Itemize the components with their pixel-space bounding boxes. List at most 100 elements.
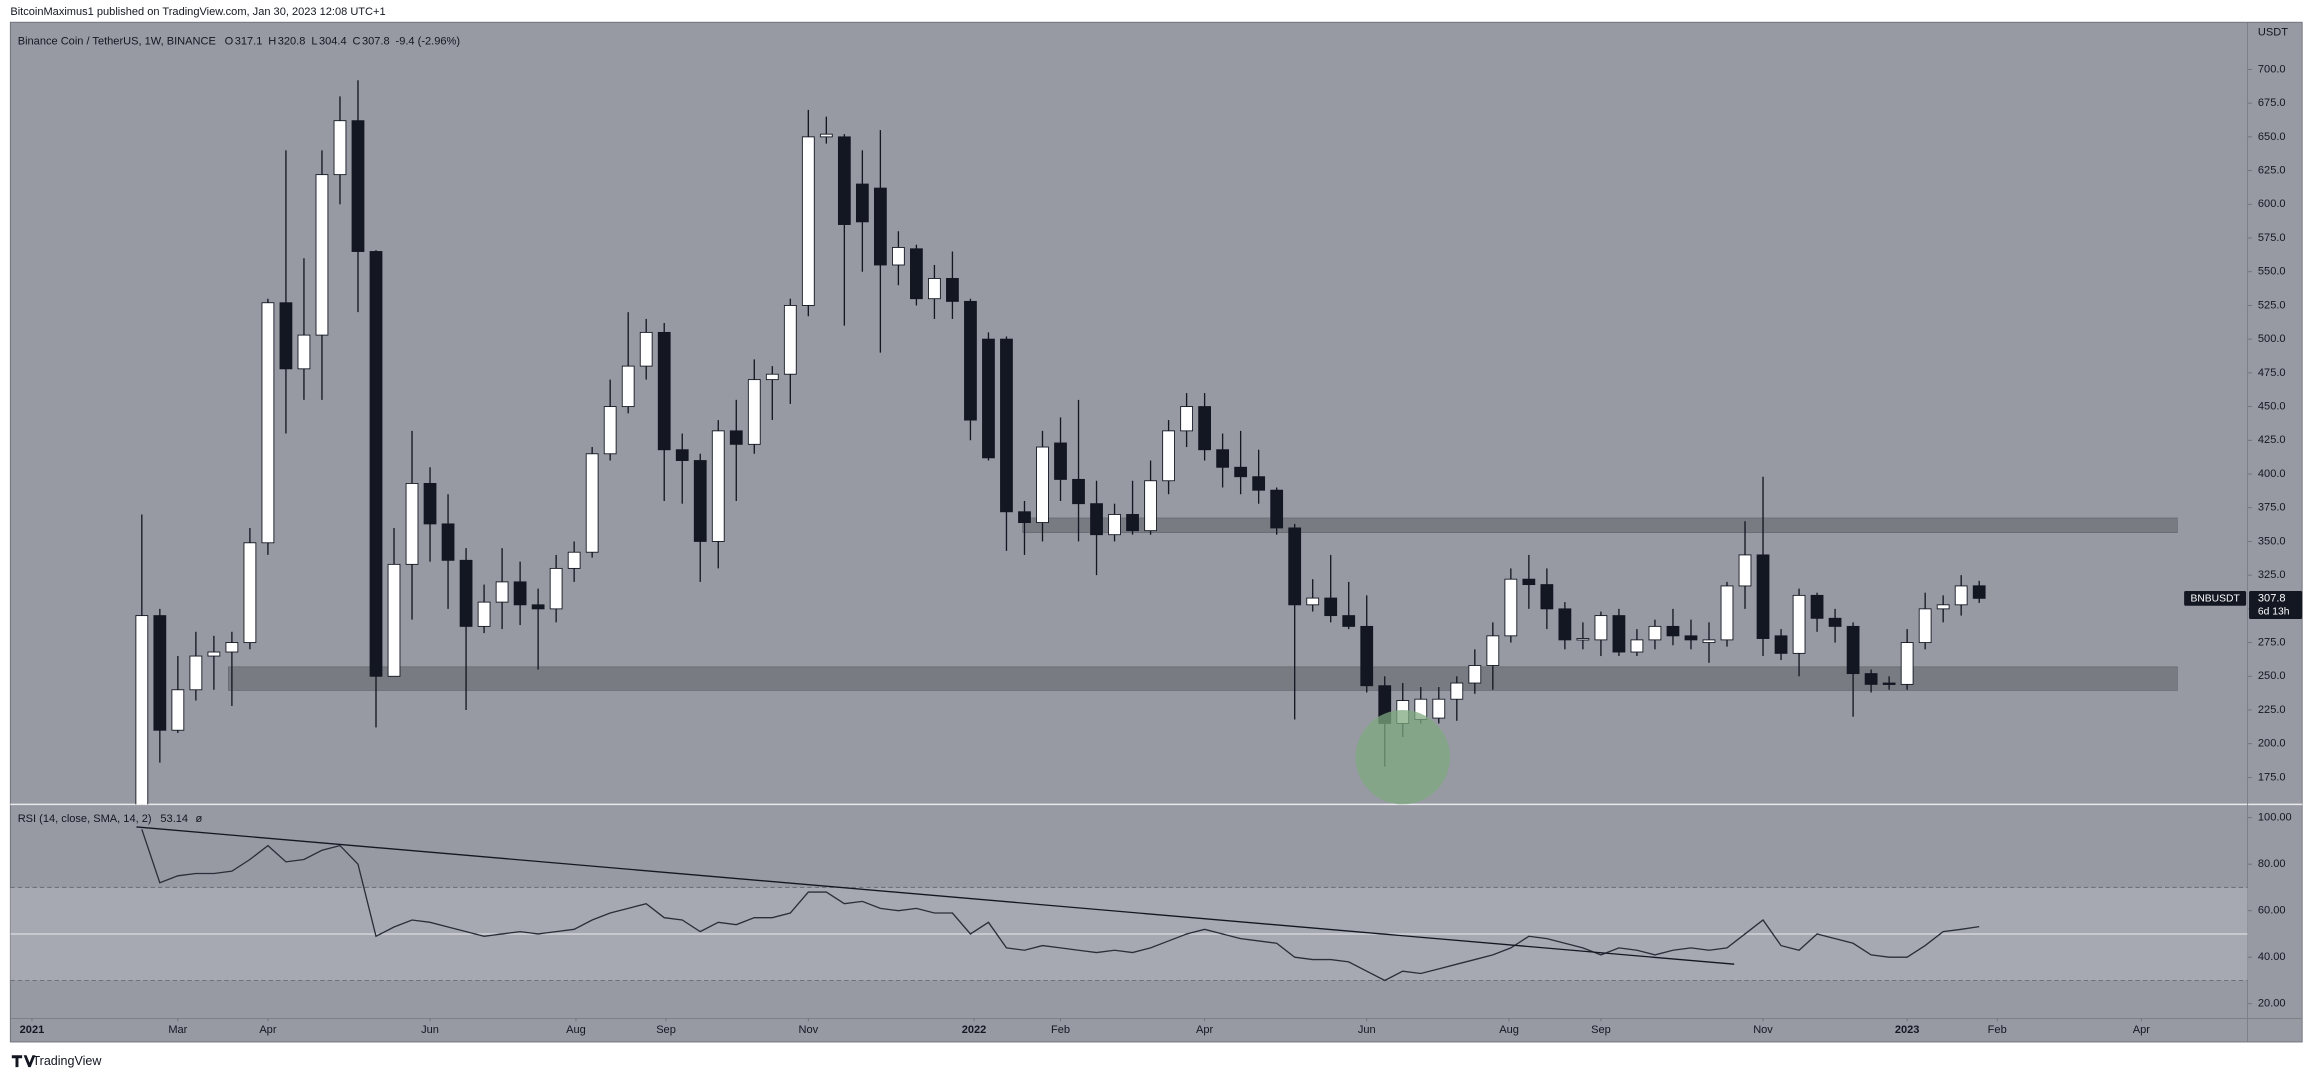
candle-body	[639, 331, 653, 367]
candle-body	[1072, 478, 1085, 505]
y-tick-label: 175.0	[2258, 771, 2286, 783]
candle-body	[621, 365, 635, 408]
candle-body	[1648, 625, 1662, 641]
support-zone	[1022, 517, 2178, 533]
candle-body	[1090, 503, 1103, 536]
candle-body	[1792, 594, 1806, 654]
candle-body	[964, 300, 977, 421]
candle-body	[1756, 554, 1770, 639]
candle-body	[1144, 480, 1157, 532]
symbol-tag	[2184, 590, 2247, 606]
candle-body	[405, 483, 419, 565]
price-legend: Binance Coin / TetherUS, 1W, BINANCE O317…	[18, 35, 460, 47]
candle-body	[1324, 597, 1338, 617]
candle-body	[1270, 489, 1284, 529]
candle-body	[855, 183, 869, 223]
candle-body	[1108, 514, 1121, 536]
y-tick-label: 250.0	[2258, 670, 2286, 682]
y-tick-label: 60.00	[2258, 905, 2286, 917]
candle-body	[567, 551, 581, 569]
logo-mark	[11, 1055, 36, 1068]
candle-body	[315, 174, 329, 336]
rsi-legend: RSI (14, close, SMA, 14, 2) 53.14 ø	[18, 813, 203, 825]
candle-body	[279, 302, 293, 370]
candle-body	[1252, 476, 1266, 491]
candle-body	[243, 542, 257, 644]
legend-key: C	[353, 35, 361, 47]
candle-body	[225, 642, 239, 653]
candle-body	[387, 563, 401, 677]
candle-body	[873, 187, 887, 266]
candle-body	[892, 247, 905, 266]
candle-body	[1342, 615, 1356, 627]
price-pane	[135, 80, 2178, 805]
x-tick-label: Jun	[421, 1024, 439, 1036]
x-tick-label: Apr	[1196, 1024, 1214, 1036]
candle-body	[1018, 511, 1031, 523]
support-zone	[227, 666, 2178, 691]
candle-body	[1000, 338, 1013, 513]
x-tick-label: Nov	[798, 1024, 818, 1036]
candle-body	[1198, 406, 1212, 451]
candle-body	[477, 601, 491, 627]
candle-body	[765, 373, 779, 381]
candle-body	[1864, 673, 1878, 685]
x-tick-label: Apr	[259, 1024, 277, 1036]
candle-body	[837, 136, 851, 225]
x-tick-label: Apr	[2133, 1024, 2151, 1036]
y-tick-label: 625.0	[2258, 165, 2286, 177]
candle-body	[207, 651, 221, 657]
x-tick-label: Sep	[1591, 1024, 1611, 1036]
candle-body	[1594, 615, 1608, 641]
candle-body	[459, 559, 473, 627]
candle-body	[1468, 665, 1482, 684]
candle-body	[1810, 594, 1824, 619]
candle-body	[1846, 625, 1860, 675]
legend-high: 320.8	[278, 35, 306, 47]
candle-body	[1828, 617, 1842, 627]
candle-body	[1954, 585, 1968, 606]
candle-body	[1522, 578, 1536, 586]
y-tick-label: 425.0	[2258, 434, 2286, 446]
rsi-last-value: 53.14	[160, 813, 188, 825]
price-tag	[2249, 590, 2303, 620]
legend-change: -9.4 (-2.96%)	[396, 35, 460, 47]
price-tag-countdown: 6d 13h	[2258, 606, 2290, 617]
x-tick-label: Aug	[566, 1024, 586, 1036]
candle-body	[1918, 608, 1932, 644]
publisher-line: BitcoinMaximus1 published on TradingView…	[10, 6, 385, 18]
legend-key: O	[225, 35, 234, 47]
rsi-line	[141, 829, 1980, 982]
candle-body	[928, 278, 941, 300]
candle-body	[1666, 625, 1680, 637]
x-tick-label: Aug	[1499, 1024, 1519, 1036]
candle-body	[1720, 585, 1734, 641]
x-tick-label: Jun	[1358, 1024, 1376, 1036]
candle-body	[1702, 639, 1716, 644]
candle-body	[1180, 406, 1193, 432]
highlight-circle	[1355, 709, 1450, 805]
footer-brand: TradingView	[32, 1054, 102, 1068]
candle-body	[693, 460, 707, 542]
x-tick-label: Nov	[1753, 1024, 1773, 1036]
x-tick-label: Feb	[1988, 1024, 2007, 1036]
y-tick-label: 325.0	[2258, 569, 2286, 581]
y-tick-label: 525.0	[2258, 299, 2286, 311]
x-tick-label: Feb	[1051, 1024, 1070, 1036]
candle-body	[747, 379, 761, 445]
candle-body	[1738, 554, 1752, 587]
candle-body	[1216, 449, 1230, 468]
candle-body	[531, 604, 545, 610]
y-tick-label: 450.0	[2258, 401, 2286, 413]
candle-body	[1486, 635, 1500, 666]
candle-body	[1306, 597, 1320, 606]
y-tick-label: 20.00	[2258, 998, 2286, 1010]
candle-body	[1936, 604, 1950, 610]
rsi-null-symbol: ø	[195, 813, 202, 825]
legend-open: 317.1	[235, 35, 263, 47]
candle-body	[982, 338, 995, 459]
candle-body	[1612, 615, 1626, 653]
footer-logo: TradingView	[11, 1054, 102, 1068]
candle-body	[1432, 698, 1446, 719]
